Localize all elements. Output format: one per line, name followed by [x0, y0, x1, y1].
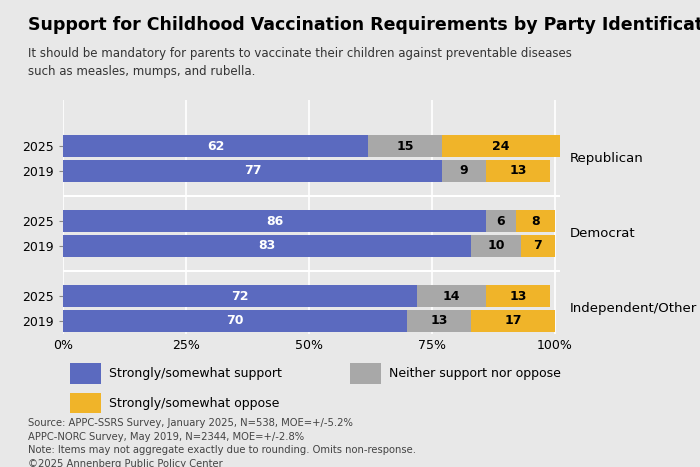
Bar [63, 235, 471, 257]
Text: 17: 17 [505, 314, 522, 327]
Text: 8: 8 [531, 215, 540, 228]
Text: 13: 13 [510, 164, 527, 177]
Bar [486, 160, 550, 182]
Bar [63, 210, 486, 232]
Bar [471, 310, 555, 332]
Text: It should be mandatory for parents to vaccinate their children against preventab: It should be mandatory for parents to va… [28, 47, 572, 78]
Bar [63, 160, 442, 182]
Text: 13: 13 [510, 290, 527, 303]
Text: Neither support nor oppose: Neither support nor oppose [389, 367, 561, 380]
Bar [63, 285, 417, 307]
Text: Strongly/somewhat support: Strongly/somewhat support [109, 367, 282, 380]
Text: Independent/Other: Independent/Other [570, 302, 697, 315]
Text: Strongly/somewhat oppose: Strongly/somewhat oppose [109, 396, 279, 410]
Text: 7: 7 [533, 239, 542, 252]
Bar [368, 135, 442, 157]
Bar [442, 160, 486, 182]
Bar [486, 285, 550, 307]
Bar [70, 363, 101, 384]
Text: 77: 77 [244, 164, 261, 177]
Bar [486, 210, 516, 232]
Text: 13: 13 [430, 314, 448, 327]
Text: 15: 15 [396, 140, 414, 153]
Bar [63, 135, 368, 157]
Text: 6: 6 [496, 215, 505, 228]
Bar [350, 363, 381, 384]
Text: Republican: Republican [570, 152, 644, 165]
Bar [442, 135, 560, 157]
Bar [63, 310, 407, 332]
Text: 10: 10 [487, 239, 505, 252]
Text: 72: 72 [232, 290, 249, 303]
Bar [521, 235, 555, 257]
Bar [516, 210, 555, 232]
Text: 62: 62 [207, 140, 224, 153]
Text: Support for Childhood Vaccination Requirements by Party Identification: Support for Childhood Vaccination Requir… [28, 16, 700, 35]
Text: 14: 14 [443, 290, 461, 303]
Text: 24: 24 [492, 140, 510, 153]
Text: Source: APPC-SSRS Survey, January 2025, N=538, MOE=+/-5.2%
APPC-NORC Survey, May: Source: APPC-SSRS Survey, January 2025, … [28, 418, 416, 467]
Bar [471, 235, 521, 257]
Bar [70, 393, 101, 413]
Bar [417, 285, 486, 307]
Bar [407, 310, 471, 332]
Text: 70: 70 [227, 314, 244, 327]
Text: Democrat: Democrat [570, 227, 636, 240]
Text: 9: 9 [460, 164, 468, 177]
Text: 86: 86 [266, 215, 284, 228]
Text: 83: 83 [258, 239, 276, 252]
